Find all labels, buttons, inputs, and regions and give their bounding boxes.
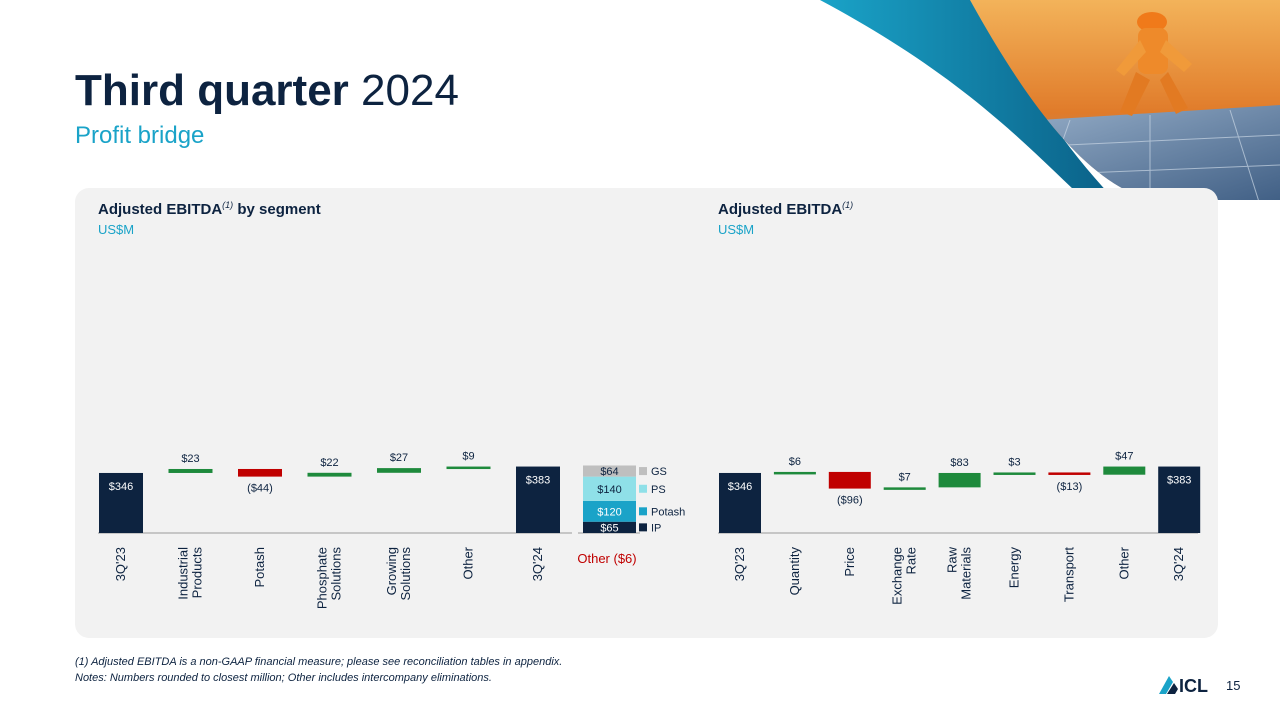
- driver-chart-data-label: $47: [1115, 451, 1133, 463]
- driver-chart-bar: [1048, 472, 1091, 475]
- driver-chart-data-label: ($13): [1057, 481, 1083, 493]
- driver-chart-data-label: $383: [1167, 475, 1191, 487]
- driver-chart-data-label: $3: [1008, 456, 1020, 468]
- legend-swatch-ip: [639, 523, 647, 532]
- segment-chart-bar: [238, 468, 282, 477]
- segment-chart-tick-label: Growing: [384, 547, 399, 595]
- segment-chart-data-label: $27: [390, 452, 408, 464]
- driver-chart-data-label: ($96): [837, 495, 863, 507]
- driver-chart-tick-label: 3Q'23: [732, 547, 747, 581]
- driver-chart-bar: [938, 472, 981, 488]
- segment-chart-tick-label: Products: [190, 547, 205, 599]
- title-main: Third quarter: [75, 66, 349, 115]
- icl-logo: ICL: [1159, 676, 1208, 696]
- segment-chart-tick-label: Potash: [252, 547, 267, 587]
- legend-label: PS: [651, 484, 666, 496]
- legend-label: IP: [651, 522, 661, 534]
- right-chart-unit: US$M: [718, 222, 755, 237]
- driver-chart-bar: [828, 471, 871, 489]
- segment-chart-tick-label: Other: [461, 546, 476, 579]
- breakdown-other-note: Other ($6): [577, 551, 636, 566]
- driver-chart-data-label: $83: [950, 457, 968, 469]
- driver-chart-bar: [1158, 466, 1201, 533]
- segment-chart-tick-label: 3Q'23: [113, 547, 128, 581]
- segment-chart-tick-label: 3Q'24: [530, 547, 545, 581]
- legend-label: GS: [651, 466, 667, 478]
- driver-chart-data-label: $7: [899, 471, 911, 483]
- segment-chart-data-label: $383: [526, 475, 550, 487]
- legend-swatch-gs: [639, 467, 647, 476]
- driver-chart-data-label: $346: [728, 481, 752, 493]
- breakdown-segment-label: $65: [600, 522, 618, 534]
- driver-chart-tick-label: Other: [1116, 546, 1131, 579]
- driver-chart-tick-label: 3Q'24: [1171, 547, 1186, 581]
- driver-chart-tick-label: Materials: [959, 547, 974, 600]
- breakdown-segment-ip: [583, 521, 636, 533]
- segment-chart-tick-label: Solutions: [398, 547, 413, 601]
- footnote-2: Notes: Numbers rounded to closest millio…: [75, 672, 492, 684]
- segment-chart-data-label: $9: [462, 451, 474, 463]
- driver-chart-data-label: $6: [789, 456, 801, 468]
- breakdown-segment-gs: [583, 465, 636, 477]
- left-chart-heading: Adjusted EBITDA(1) by segment: [98, 200, 321, 218]
- segment-chart-bar: [307, 472, 352, 477]
- title-year: 2024: [361, 66, 459, 115]
- brand-text: ICL: [1179, 676, 1208, 696]
- right-chart-heading: Adjusted EBITDA(1): [718, 200, 854, 218]
- footnote-1: (1) Adjusted EBITDA is a non-GAAP financ…: [75, 656, 563, 668]
- segment-chart-bar: [377, 468, 421, 473]
- driver-chart-tick-label: Raw: [945, 546, 960, 573]
- segment-chart-data-label: $22: [320, 457, 338, 469]
- driver-chart-tick-label: Quantity: [787, 547, 802, 596]
- page-subtitle: Profit bridge: [75, 122, 205, 149]
- driver-chart-bar: [1103, 466, 1146, 475]
- segment-chart-bar: [99, 472, 143, 533]
- breakdown-segment-potash: [583, 500, 636, 522]
- legend-swatch-potash: [639, 507, 647, 516]
- driver-chart-tick-label: Energy: [1007, 547, 1022, 589]
- breakdown-segment-label: $140: [597, 484, 621, 496]
- hero-photo: [820, 0, 1280, 205]
- segment-chart-data-label: ($44): [247, 483, 273, 495]
- legend-label: Potash: [651, 506, 685, 518]
- breakdown-segment-label: $64: [600, 466, 618, 478]
- page-number: 15: [1226, 678, 1241, 693]
- page-title: Third quarter 2024: [75, 66, 459, 116]
- driver-chart-bar: [993, 472, 1036, 475]
- segment-chart-tick-label: Phosphate: [315, 547, 330, 609]
- breakdown-segment-label: $120: [597, 506, 621, 518]
- breakdown-segment-ps: [583, 476, 636, 501]
- segment-chart-bar: [446, 466, 491, 470]
- driver-chart-bar: [719, 472, 761, 533]
- driver-chart-tick-label: Rate: [904, 547, 919, 574]
- segment-chart-data-label: $23: [181, 453, 199, 465]
- segment-chart-bar: [168, 468, 213, 473]
- charts-panel: [75, 188, 1218, 638]
- driver-chart-tick-label: Transport: [1061, 547, 1076, 603]
- segment-chart-bar: [516, 466, 560, 533]
- segment-chart-tick-label: Solutions: [329, 547, 344, 601]
- driver-chart-bar: [883, 487, 926, 490]
- segment-chart-tick-label: Industrial: [176, 547, 191, 600]
- driver-chart-tick-label: Exchange: [890, 547, 905, 605]
- driver-chart-bar: [773, 471, 816, 475]
- segment-chart-data-label: $346: [109, 481, 133, 493]
- left-chart-unit: US$M: [98, 222, 135, 237]
- legend-swatch-ps: [639, 484, 647, 493]
- driver-chart-tick-label: Price: [842, 547, 857, 577]
